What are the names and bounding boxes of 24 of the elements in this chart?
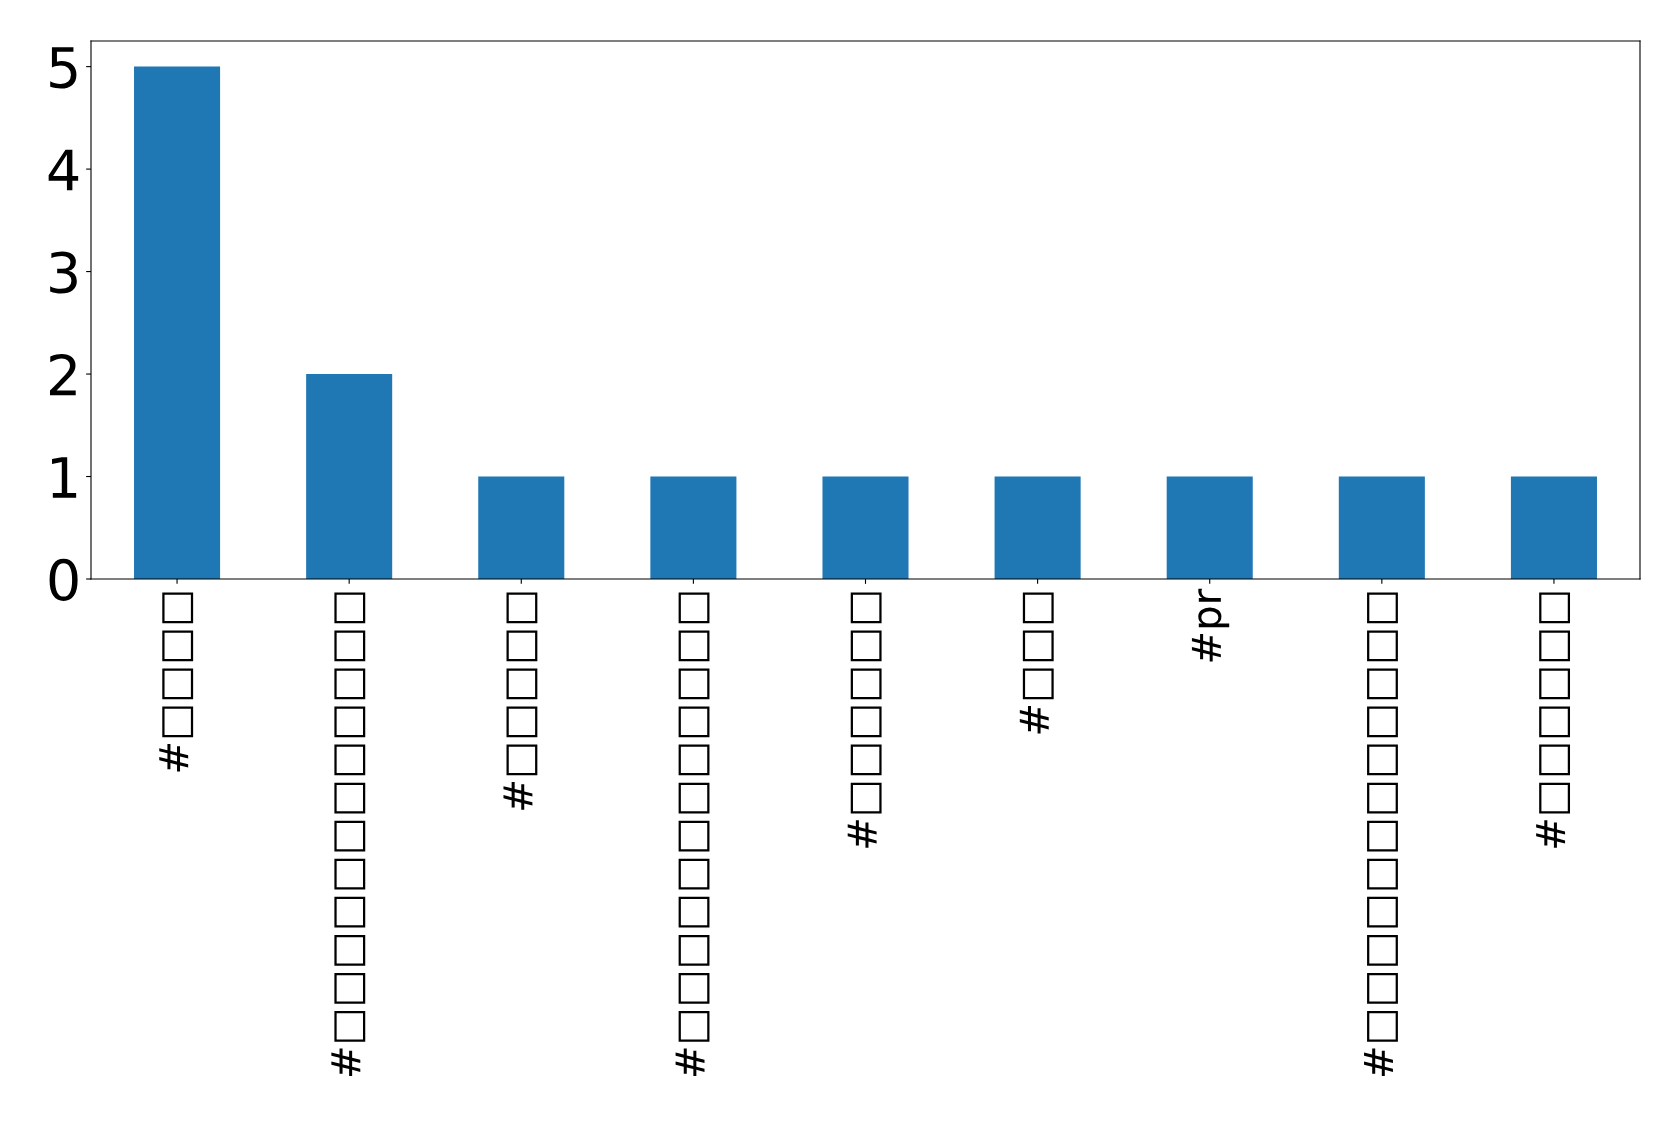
x-tick-label: #□□□□□□□□□□□□ xyxy=(675,592,710,1077)
bar xyxy=(1166,476,1253,579)
x-tick-label: #□□□ xyxy=(1019,592,1054,734)
y-tick-label: 2 xyxy=(50,353,76,396)
x-tick-label: #□□□□□□□□□□□□ xyxy=(331,592,366,1077)
x-tick-label: #pr xyxy=(1191,588,1230,662)
bar xyxy=(1510,476,1597,579)
y-tick-label: 1 xyxy=(52,457,77,498)
y-tick-label: 0 xyxy=(49,558,78,601)
bar xyxy=(650,476,737,579)
bar xyxy=(306,374,393,579)
x-tick-label: #□□□□□□ xyxy=(847,592,882,848)
y-tick-label: 4 xyxy=(48,149,79,191)
bar xyxy=(822,476,909,579)
bar xyxy=(994,476,1081,579)
x-tick-label: #□□□□ xyxy=(159,592,194,772)
x-tick-label: #□□□□□□ xyxy=(1536,592,1571,848)
x-tick-label: #□□□□□ xyxy=(503,592,538,810)
bar xyxy=(134,66,221,579)
y-tick-label: 5 xyxy=(50,47,77,89)
bar xyxy=(478,476,565,579)
x-tick-label: #□□□□□□□□□□□□ xyxy=(1364,592,1398,1077)
bar xyxy=(1338,476,1425,579)
y-tick-label: 3 xyxy=(50,251,77,294)
